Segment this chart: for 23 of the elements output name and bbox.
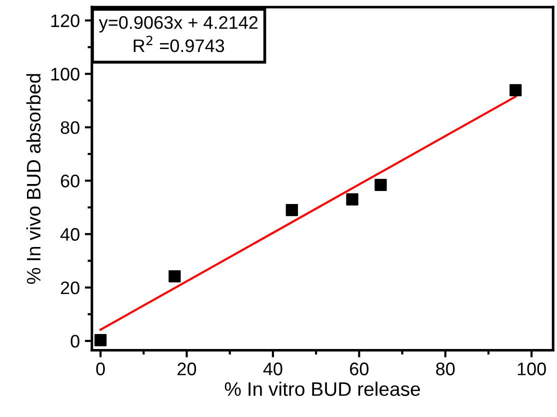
x-tick-label: 80 xyxy=(436,362,455,376)
point xyxy=(510,84,522,96)
x-axis-title: % In vitro BUD release xyxy=(224,382,420,396)
point xyxy=(286,204,298,216)
x-tick-label: 0 xyxy=(96,362,105,376)
point xyxy=(374,178,387,192)
point xyxy=(94,334,107,346)
y-tick-label: 60 xyxy=(60,174,80,188)
y-tick-label: 80 xyxy=(60,121,80,134)
y-tick-label: 100 xyxy=(51,68,80,81)
annotation: R$^{2}$ =0.9743 xyxy=(134,36,224,52)
x-tick-label: 20 xyxy=(178,362,196,376)
point xyxy=(346,193,358,206)
y-axis-title: % In vivo BUD absorbed xyxy=(26,74,41,284)
x-tick-label: 60 xyxy=(350,362,368,376)
point xyxy=(168,270,181,282)
x-tick-label: 40 xyxy=(263,362,282,376)
y-tick-label: 40 xyxy=(60,228,80,241)
y-tick-label: 20 xyxy=(60,281,80,294)
y-tick-label: 0 xyxy=(70,334,80,348)
annotation: y=0.9063x + 4.2142 xyxy=(98,16,258,32)
y-tick-label: 120 xyxy=(51,14,80,28)
x-tick-label: 100 xyxy=(518,362,546,376)
